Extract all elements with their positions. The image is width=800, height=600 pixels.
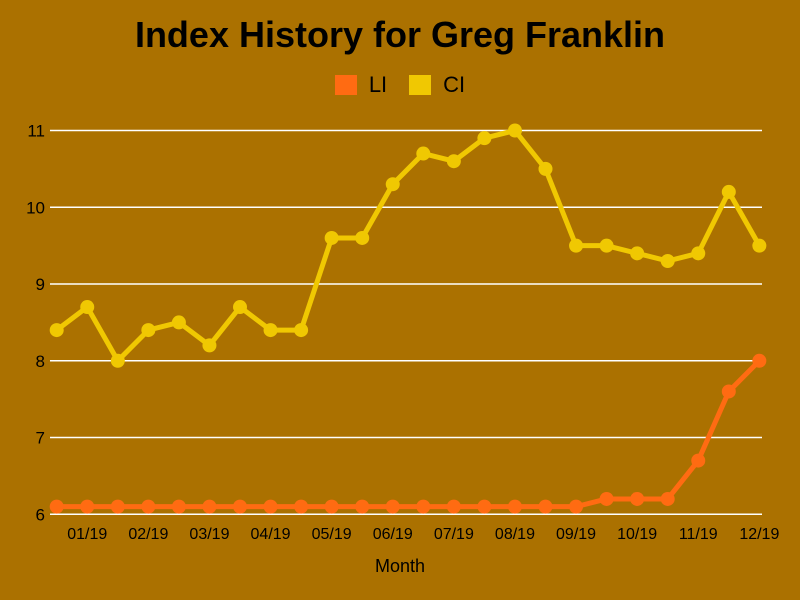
data-point-li — [721, 384, 736, 399]
x-tick-label: 09/19 — [556, 526, 596, 543]
y-tick-label: 8 — [36, 352, 45, 371]
data-point-ci — [294, 323, 309, 338]
data-point-li — [324, 499, 339, 514]
y-tick-label: 10 — [26, 198, 45, 217]
x-tick-label: 10/19 — [617, 526, 657, 543]
series-line-li — [54, 358, 762, 510]
data-point-li — [477, 499, 492, 514]
data-point-li — [80, 499, 95, 514]
data-point-ci — [171, 315, 186, 330]
data-point-li — [263, 499, 278, 514]
data-point-li — [630, 491, 645, 506]
data-point-ci — [569, 238, 584, 253]
y-tick-label: 9 — [36, 275, 45, 294]
data-point-li — [446, 499, 461, 514]
data-point-ci — [630, 246, 645, 261]
legend-item-ci: CI — [409, 74, 465, 96]
data-point-ci — [477, 131, 492, 146]
x-axis-title: Month — [375, 556, 425, 576]
x-tick-label: 07/19 — [434, 526, 474, 543]
ci-legend-label: CI — [443, 72, 466, 97]
data-point-ci — [141, 323, 156, 338]
x-tick-label: 08/19 — [495, 526, 535, 543]
data-point-ci — [752, 238, 767, 253]
data-point-ci — [385, 177, 400, 192]
li-legend-swatch-icon — [334, 75, 357, 95]
data-point-ci — [660, 253, 675, 268]
x-tick-label: 11/19 — [679, 526, 718, 543]
data-point-li — [355, 499, 370, 514]
legend-item-li: LI — [334, 72, 388, 97]
y-tick-label: 7 — [36, 429, 45, 448]
data-point-ci — [80, 300, 95, 315]
data-point-ci — [416, 146, 431, 161]
x-tick-label: 06/19 — [373, 526, 413, 543]
data-point-li — [110, 499, 125, 514]
chart-legend: LI CI — [0, 73, 800, 97]
data-point-ci — [110, 353, 125, 368]
series-line-ci — [54, 128, 762, 364]
data-point-li — [385, 499, 400, 514]
x-tick-label: 12/19 — [739, 526, 779, 543]
li-legend-label: LI — [368, 72, 388, 97]
data-point-li — [691, 453, 706, 468]
x-tick-label: 05/19 — [312, 526, 352, 543]
data-point-li — [569, 499, 584, 514]
data-point-ci — [538, 161, 553, 176]
data-point-li — [49, 499, 64, 514]
data-point-ci — [599, 238, 614, 253]
data-point-li — [599, 491, 614, 506]
data-point-ci — [49, 323, 64, 338]
x-tick-label: 01/19 — [67, 526, 107, 543]
data-point-li — [202, 499, 217, 514]
data-point-li — [294, 499, 309, 514]
data-point-ci — [507, 123, 522, 138]
chart-title: Index History for Greg Franklin — [134, 14, 666, 55]
data-point-ci — [324, 230, 339, 245]
x-tick-label: 03/19 — [189, 526, 229, 543]
data-point-ci — [446, 154, 461, 169]
data-point-ci — [355, 230, 370, 245]
data-point-ci — [721, 184, 736, 199]
data-point-li — [171, 499, 186, 514]
data-point-li — [752, 353, 767, 368]
data-point-li — [416, 499, 431, 514]
data-point-li — [660, 491, 675, 506]
data-point-li — [141, 499, 156, 514]
data-point-li — [233, 499, 247, 514]
ci-legend-swatch-icon — [409, 75, 432, 95]
data-point-ci — [263, 323, 278, 338]
x-tick-label: 02/19 — [128, 526, 168, 543]
data-point-li — [538, 499, 553, 514]
y-tick-label: 11 — [27, 122, 45, 141]
y-tick-label: 6 — [36, 505, 45, 524]
data-point-ci — [202, 338, 217, 353]
data-point-li — [507, 499, 522, 514]
data-point-ci — [233, 300, 247, 315]
x-tick-label: 04/19 — [251, 526, 291, 543]
data-point-ci — [691, 246, 706, 261]
